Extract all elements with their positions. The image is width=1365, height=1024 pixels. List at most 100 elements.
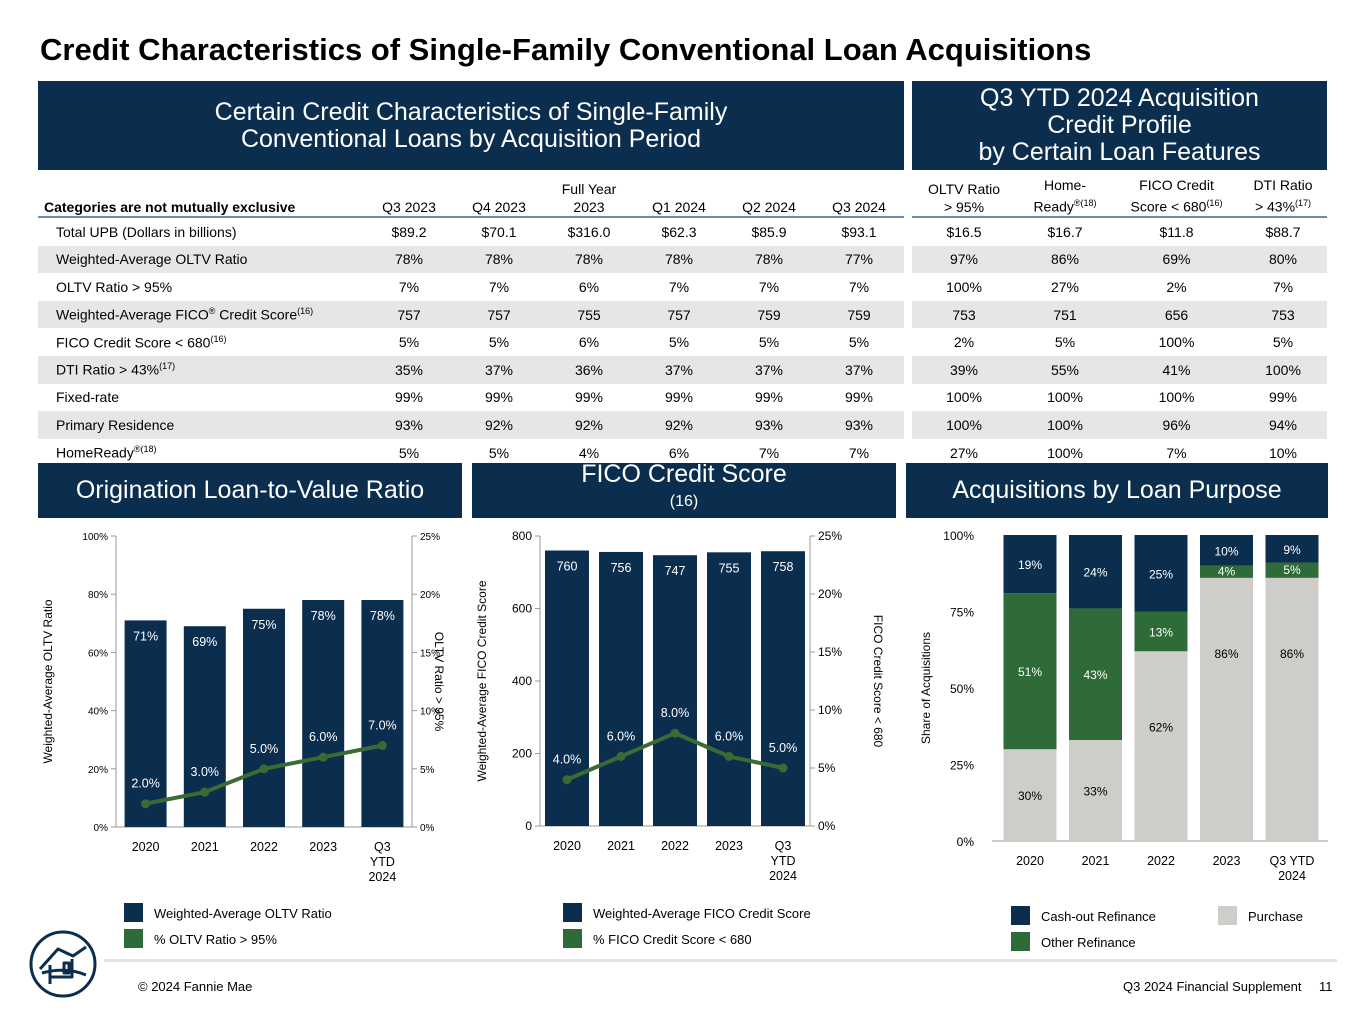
- table-row: 27% 100% 7% 10%: [912, 439, 1327, 467]
- table-cell: 99%: [664, 389, 694, 406]
- footer-page-number: 11: [1319, 979, 1333, 994]
- table-cell: 100%: [1158, 389, 1195, 406]
- table-cell: 100%: [1047, 389, 1083, 406]
- oltv-chart: 0% 20% 40% 60% 80% 100% 0% 5% 10% 15% 20% 25% Weight…: [41, 532, 446, 884]
- table-cell: 100%: [1239, 355, 1327, 384]
- table-cell: 757: [454, 300, 544, 329]
- y2-tick-label: 15%: [420, 648, 440, 659]
- row-label: DTI Ratio > 43%(17): [38, 355, 364, 384]
- table-cell: 78%: [454, 245, 544, 274]
- table-row: FICO Credit Score < 680(16) 5% 5% 6% 5% 5% 5%: [38, 328, 904, 356]
- table-cell: 5%: [398, 444, 420, 461]
- table-row: DTI Ratio > 43%(17) 35% 37% 36% 37% 37% 37%: [38, 355, 904, 384]
- table-cell: 55%: [1016, 355, 1114, 384]
- banner-line: Certain Credit Characteristics of Single…: [214, 97, 728, 126]
- y-tick-label: 80%: [88, 590, 108, 601]
- x-tick-label: YTD: [771, 854, 796, 868]
- panel-title-purpose: Acquisitions by Loan Purpose: [906, 463, 1328, 518]
- stacked-bar-segment: [1200, 565, 1253, 578]
- panel-title-label: FICO Credit Score: [581, 459, 787, 488]
- x-tick-label: YTD: [370, 855, 395, 869]
- legend-label-oltv-avg: Weighted-Average OLTV Ratio: [154, 906, 332, 921]
- table-row: 100% 100% 96% 94%: [912, 411, 1327, 439]
- table-cell: 2%: [1166, 278, 1187, 295]
- table-cell: 100%: [946, 278, 982, 295]
- y-tick-label: 0: [525, 819, 532, 833]
- y2-tick-label: 10%: [818, 703, 842, 717]
- line-point: [778, 763, 788, 773]
- table-cell: $16.5: [946, 223, 982, 240]
- line-value-label: 5.0%: [250, 742, 279, 756]
- table-row: 100% 100% 100% 99%: [912, 384, 1327, 412]
- bar-value-label: 75%: [251, 618, 276, 632]
- panel-title-oltv: Origination Loan-to-Value Ratio: [38, 463, 462, 518]
- y2-axis-title: OLTV Ratio > 95%: [432, 632, 446, 732]
- x-tick-label: 2022: [1147, 854, 1175, 868]
- row-label: Primary Residence: [38, 411, 364, 439]
- x-tick-label: 2020: [1016, 854, 1044, 868]
- table-cell: 5%: [398, 334, 420, 351]
- footer-supplement: Q3 2024 Financial Supplement: [1123, 979, 1302, 994]
- table-cell: $16.7: [1047, 223, 1083, 240]
- table-cell: 99%: [754, 389, 784, 406]
- header-col: FICO Credit Score < 680(16): [1130, 177, 1223, 215]
- y2-axis-title: FICO Credit Score < 680: [871, 615, 885, 748]
- table-row: HomeReady®(18) 5% 5% 4% 6% 7% 7%: [38, 439, 904, 467]
- table-cell: 5%: [758, 334, 780, 351]
- y2-tick-label: 25%: [420, 532, 440, 543]
- table-cell: 99%: [844, 389, 874, 406]
- segment-value-label: 13%: [1149, 625, 1173, 639]
- line-value-label: 6.0%: [607, 729, 636, 743]
- row-label: Fixed-rate: [56, 389, 120, 406]
- table-cell: 99%: [394, 389, 424, 406]
- bar-value-label: 758: [773, 560, 794, 574]
- table-cell: 99%: [574, 389, 604, 406]
- stacked-bar-segment: [1200, 535, 1253, 566]
- table-row: OLTV Ratio > 95% 7% 7% 6% 7% 7% 7%: [38, 273, 904, 301]
- y-tick-label: 0%: [957, 835, 975, 849]
- header-col: Q1 2024: [652, 199, 706, 215]
- line-value-label: 6.0%: [309, 730, 338, 744]
- y2-tick-label: 0%: [818, 819, 836, 833]
- page-title: Credit Characteristics of Single-Family …: [40, 32, 1092, 67]
- stacked-bar-segment: [1069, 608, 1122, 741]
- table-row: Weighted-Average OLTV Ratio 78% 78% 78% 78% 7…: [38, 245, 904, 274]
- legend-label-fico-pct: % FICO Credit Score < 680: [593, 932, 752, 947]
- table-cell: 36%: [544, 355, 634, 384]
- header-col: Full Year 2023: [544, 172, 634, 217]
- table-cell: 10%: [1268, 444, 1298, 461]
- table-cell: 41%: [1114, 355, 1239, 384]
- banner-line: by Certain Loan Features: [978, 138, 1261, 166]
- x-tick-label: 2021: [1082, 854, 1110, 868]
- legend-swatch-fico-avg: [563, 903, 582, 922]
- y2-tick-label: 20%: [420, 590, 440, 601]
- row-label: HomeReady®(18): [56, 444, 157, 461]
- line-value-label: 3.0%: [191, 765, 220, 779]
- line-point: [318, 752, 328, 762]
- acquisition-period-table: Categories are not mutually exclusive Q3…: [38, 172, 904, 466]
- bar-value-label: 71%: [133, 629, 158, 643]
- y-axis-title: Weighted-Average FICO Credit Score: [475, 580, 489, 781]
- segment-value-label: 24%: [1083, 566, 1107, 580]
- table-row: Weighted-Average FICO® Credit Score(16) 7…: [38, 300, 904, 329]
- footer-copyright: © 2024 Fannie Mae: [138, 979, 253, 994]
- line-value-label: 8.0%: [661, 706, 690, 720]
- line-value-label: 7.0%: [368, 719, 397, 733]
- segment-value-label: 30%: [1018, 789, 1042, 803]
- stacked-bar-segment: [1265, 535, 1319, 563]
- table-cell: 757: [364, 300, 454, 329]
- header-categories: Categories are not mutually exclusive: [44, 199, 296, 215]
- table-row: 39% 55% 41% 100%: [912, 355, 1327, 384]
- y2-tick-label: 5%: [420, 765, 435, 776]
- table-cell: 80%: [1239, 245, 1327, 274]
- table-cell: 7%: [1272, 278, 1294, 295]
- table-cell: 92%: [544, 411, 634, 439]
- segment-value-label: 86%: [1214, 647, 1238, 661]
- table-cell: $62.3: [661, 223, 697, 240]
- table-cell: 7%: [488, 278, 510, 295]
- table-row: Total UPB (Dollars in billions) $89.2 $70.…: [38, 217, 904, 246]
- segment-value-label: 19%: [1018, 558, 1042, 572]
- table-cell: $93.1: [841, 223, 877, 240]
- table-cell: 93%: [724, 411, 814, 439]
- y2-tick-label: 20%: [818, 587, 842, 601]
